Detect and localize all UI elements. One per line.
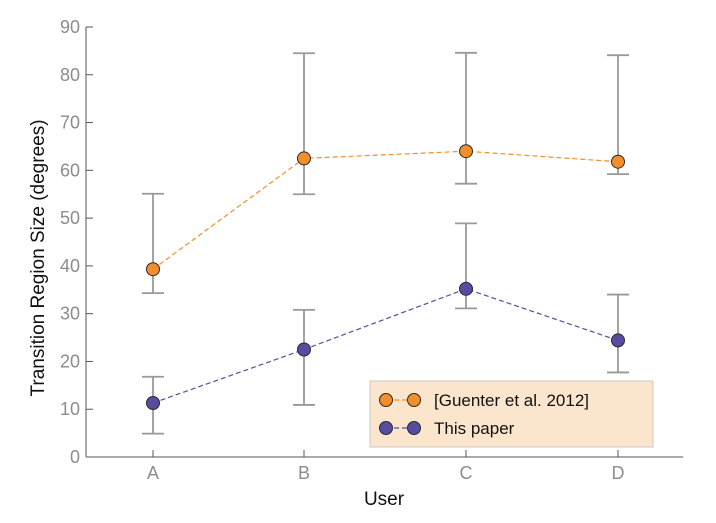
legend-entry-this-paper: This paper: [379, 419, 515, 438]
y-tick-label: 40: [60, 256, 80, 276]
data-point: [146, 262, 160, 277]
legend-label-guenter: [Guenter et al. 2012]: [434, 391, 589, 410]
y-tick-label: 0: [70, 447, 80, 467]
legend-label-this-paper: This paper: [434, 419, 515, 438]
y-axis-title: Transition Region Size (degrees): [28, 119, 49, 396]
error-bars: [142, 51, 629, 435]
legend-marker-guenter-right: [407, 393, 421, 407]
data-points: [146, 144, 625, 411]
data-point: [459, 281, 473, 296]
data-point: [611, 333, 625, 348]
y-tick-label: 10: [60, 399, 80, 419]
x-tick-label: D: [612, 463, 625, 483]
series-line-0: [152, 150, 619, 270]
legend-marker-guenter-left: [379, 393, 393, 407]
y-tick-label: 90: [60, 17, 80, 37]
data-point: [297, 151, 311, 166]
data-point: [146, 396, 160, 411]
y-tick-label: 30: [60, 304, 80, 324]
legend-box: [369, 380, 654, 448]
y-tick-label: 50: [60, 208, 80, 228]
series-line-1: [152, 288, 619, 404]
y-tick-label: 60: [60, 160, 80, 180]
series-lines: [152, 150, 619, 404]
legend-marker-this-paper-right: [407, 421, 421, 435]
data-point: [297, 342, 311, 357]
y-tick-label: 80: [60, 65, 80, 85]
x-ticks: A B C D: [147, 450, 625, 483]
x-tick-label: C: [460, 463, 473, 483]
x-axis-title: User: [364, 489, 405, 510]
legend-marker-this-paper-left: [379, 421, 393, 435]
legend-entry-guenter: [Guenter et al. 2012]: [379, 391, 589, 410]
x-tick-label: A: [147, 463, 159, 483]
y-tick-label: 70: [60, 113, 80, 133]
data-point: [611, 154, 625, 169]
axes: [85, 27, 683, 458]
y-ticks: 0 10 20 30 40 50 60 70 80 90: [60, 17, 93, 467]
legend: [Guenter et al. 2012] This paper: [369, 380, 654, 448]
x-tick-label: B: [298, 463, 310, 483]
data-point: [459, 144, 473, 159]
y-tick-label: 20: [60, 351, 80, 371]
